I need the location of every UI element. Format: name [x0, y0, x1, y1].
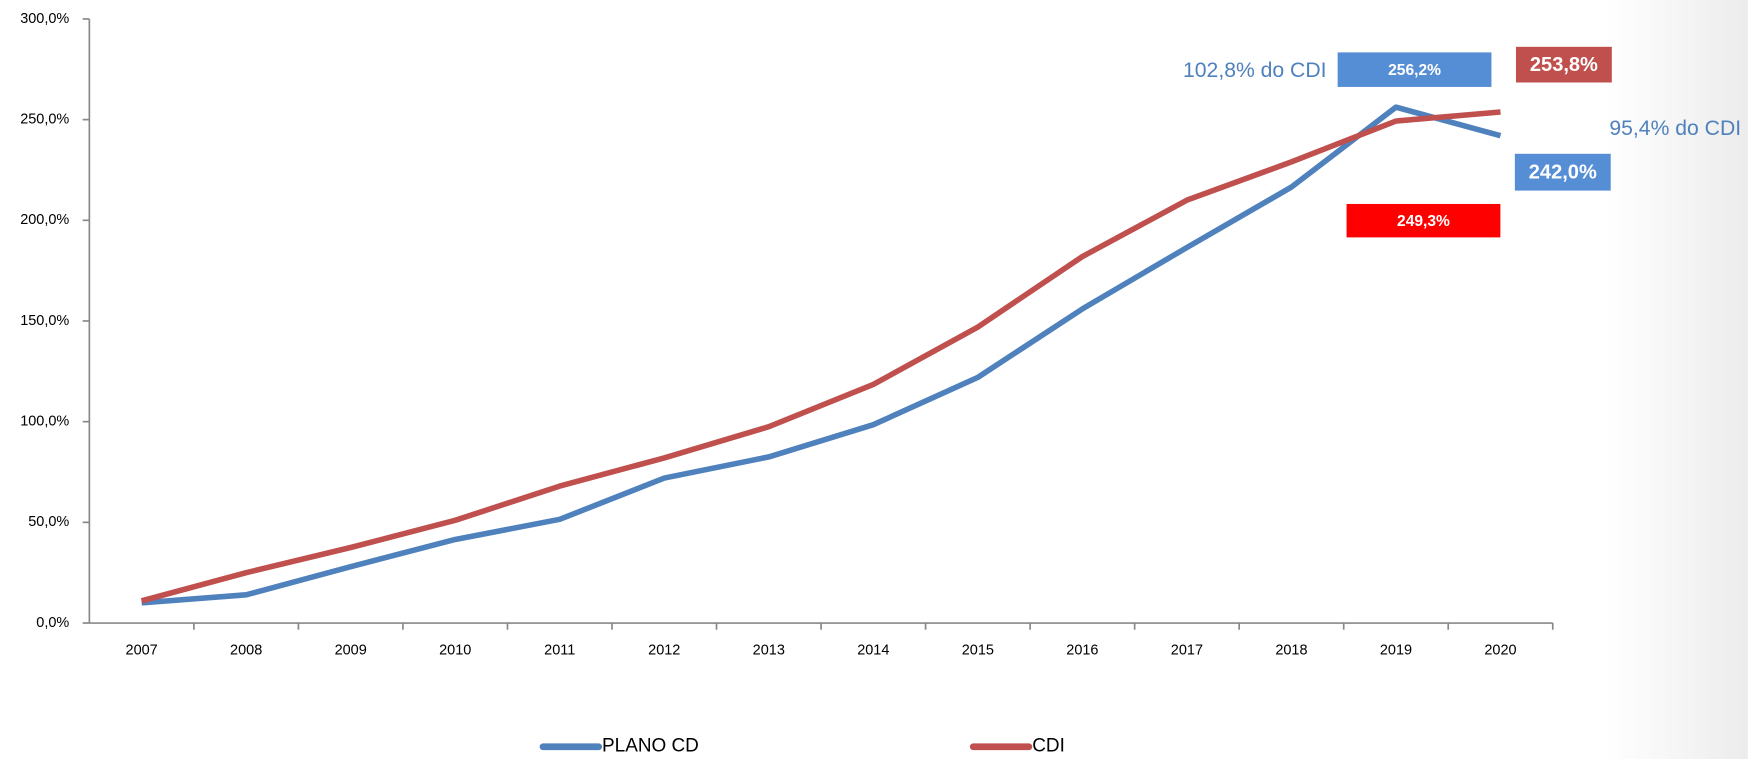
series-line	[140, 109, 1501, 604]
value-label-box	[1514, 153, 1611, 191]
x-tick-label: 2016	[1066, 643, 1098, 659]
x-tick-label: 2008	[230, 643, 262, 659]
y-tick-label: 250,0%	[20, 111, 69, 127]
annotation: 102,8% do CDI	[1183, 59, 1326, 82]
x-tick-label: 2017	[1171, 643, 1203, 659]
x-tick-label: 2011	[544, 643, 575, 659]
value-label: 242,0%	[1529, 162, 1597, 184]
x-tick-label: 2012	[648, 643, 680, 659]
background-shade	[1605, 0, 1748, 759]
y-tick-label: 200,0%	[20, 212, 69, 228]
value-label-box	[1337, 52, 1492, 87]
y-tick-label: 150,0%	[20, 313, 69, 329]
x-tick-label: 2018	[1275, 643, 1307, 659]
value-label: 256,2%	[1388, 62, 1441, 79]
y-tick-label: 0,0%	[36, 615, 69, 631]
x-tick-label: 2009	[335, 643, 367, 659]
x-tick-label: 2010	[439, 643, 471, 659]
legend-label: CDI	[1032, 736, 1065, 757]
x-tick-label: 2015	[962, 643, 994, 659]
x-tick-label: 2014	[857, 643, 889, 659]
y-tick-label: 100,0%	[20, 413, 69, 429]
x-tick-label: 2020	[1484, 643, 1516, 659]
y-tick-label: 50,0%	[28, 514, 69, 530]
value-label: 253,8%	[1530, 54, 1598, 76]
annotation: 95,4% do CDI	[1609, 117, 1741, 140]
x-tick-label: 2007	[126, 643, 158, 659]
value-label-box	[1346, 203, 1501, 238]
x-tick-label: 2013	[753, 643, 785, 659]
value-label-box	[1515, 46, 1612, 83]
y-tick-label: 300,0%	[20, 11, 69, 27]
series-line	[141, 104, 1502, 606]
x-tick-label: 2019	[1380, 643, 1412, 659]
value-label: 249,3%	[1397, 213, 1450, 230]
legend-label: PLANO CD	[602, 736, 699, 757]
